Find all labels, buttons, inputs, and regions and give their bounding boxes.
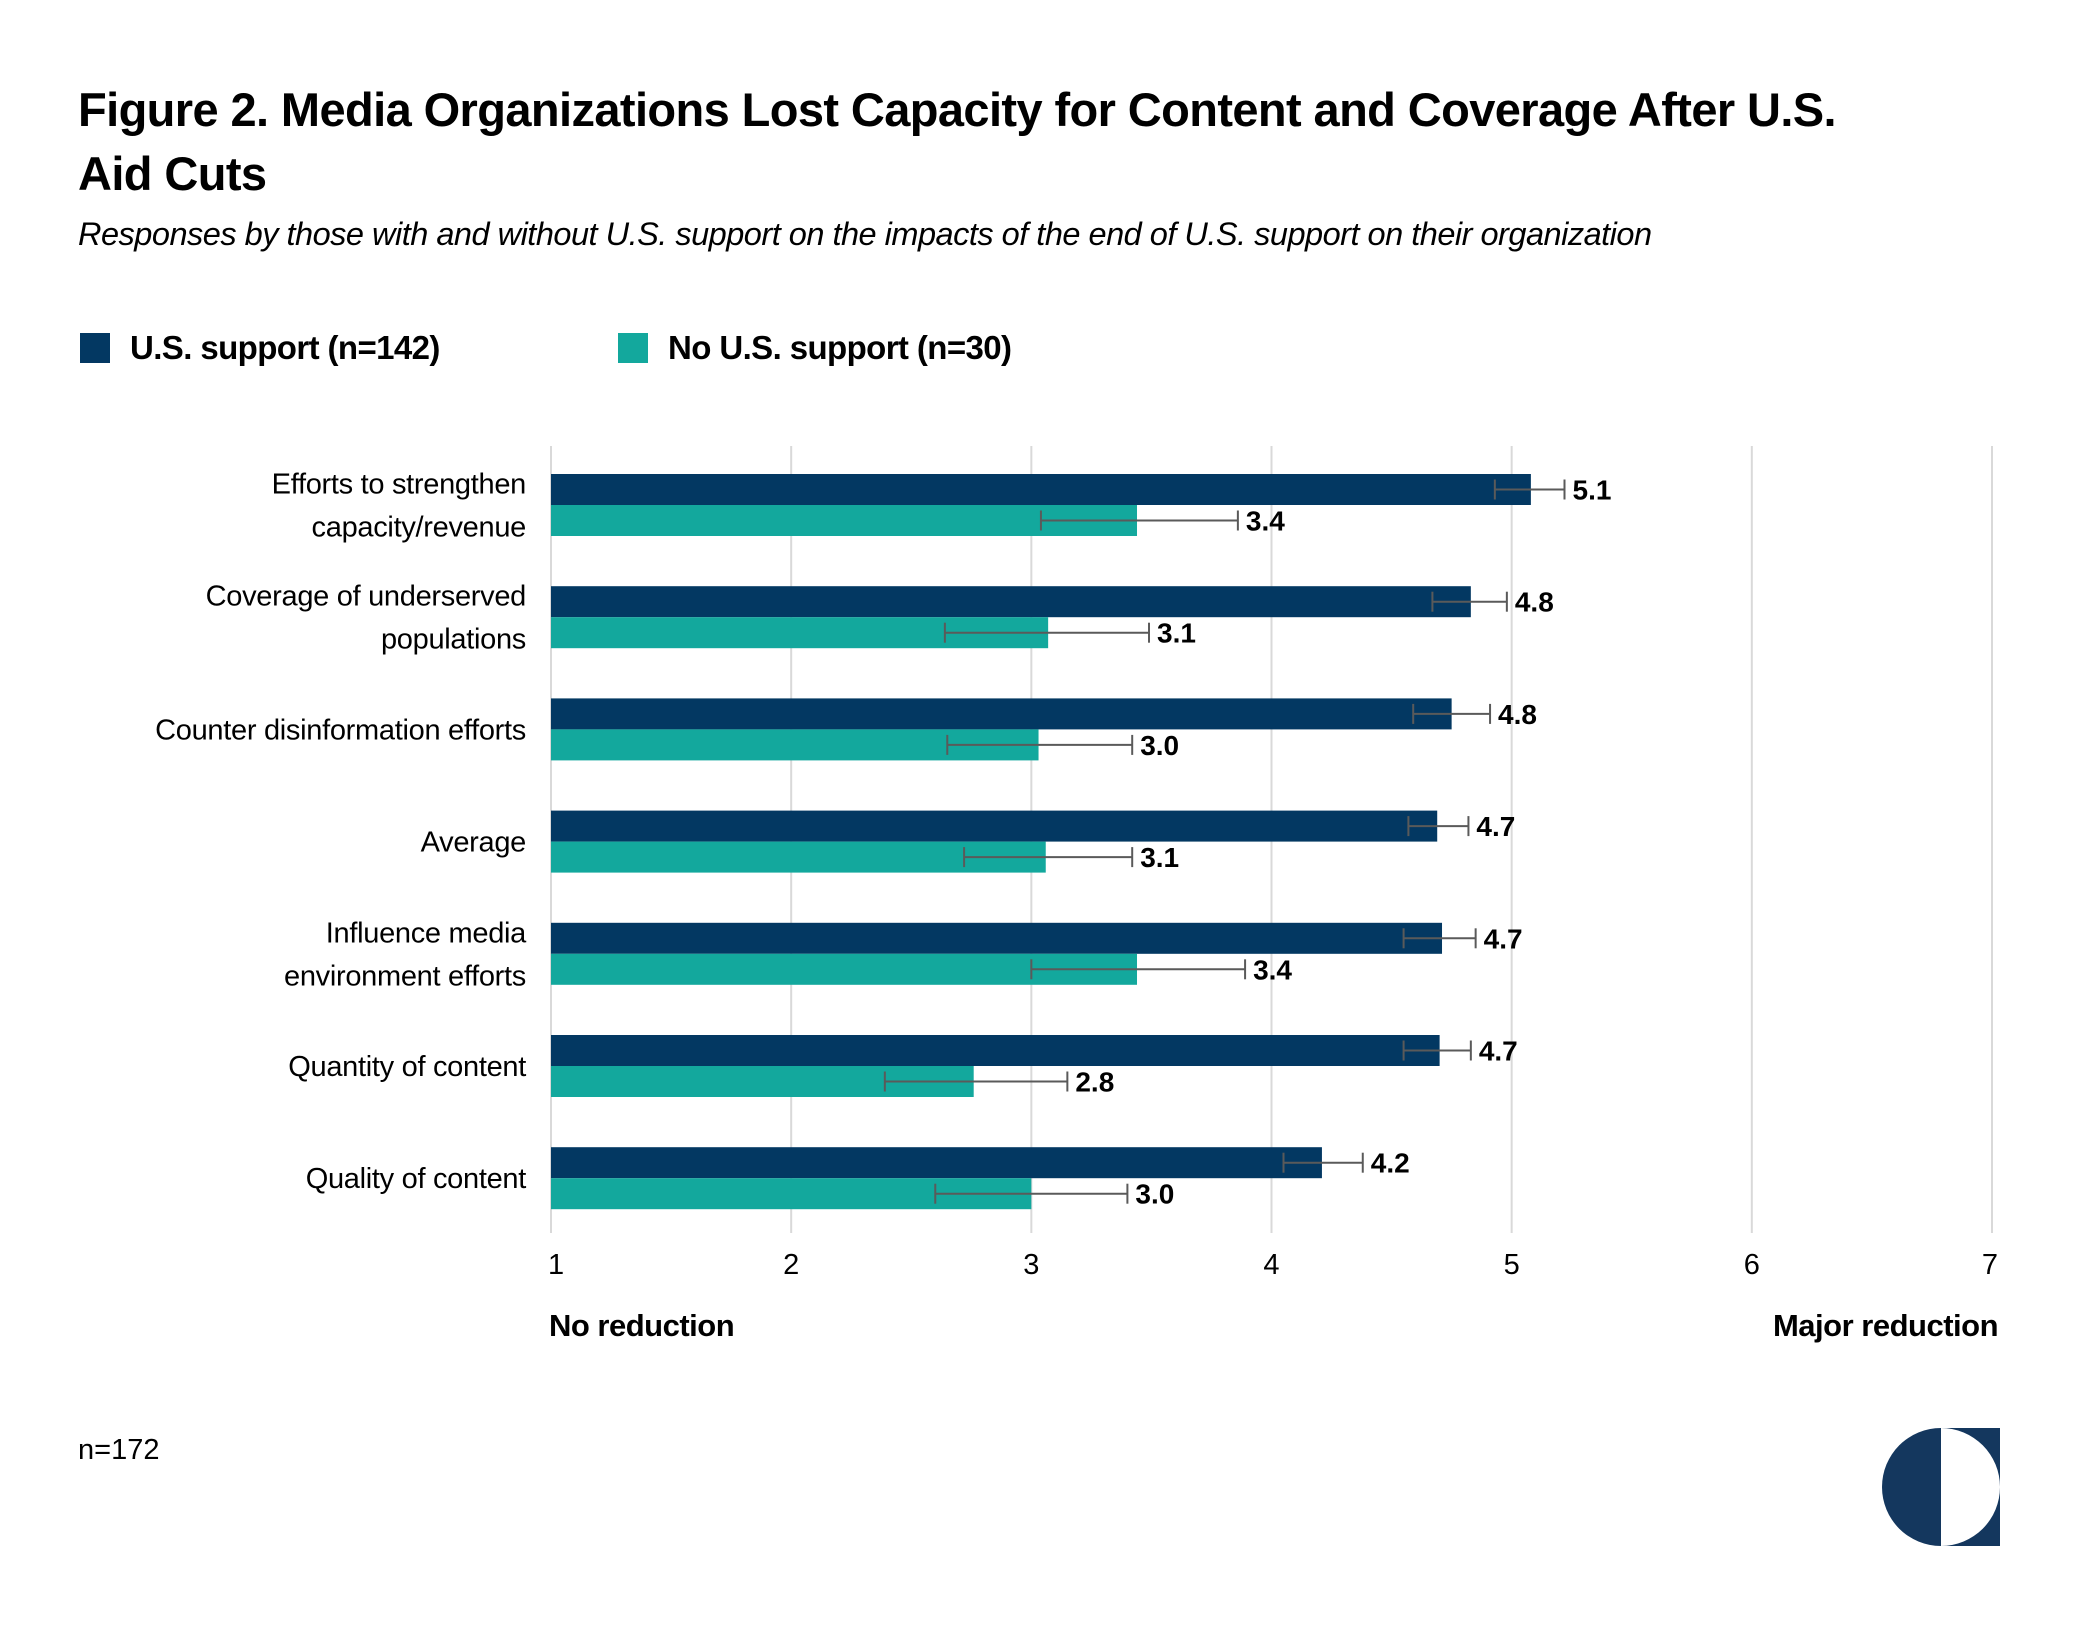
value-label: 3.1	[1140, 842, 1179, 873]
x-tick-label: 7	[1982, 1249, 1998, 1281]
error-bars	[883, 479, 1566, 1204]
error-bar	[1412, 703, 1492, 724]
x-tick-label: 3	[1023, 1249, 1039, 1281]
error-bar	[1282, 1152, 1364, 1173]
error-bar	[1493, 479, 1566, 500]
x-tick-label: 2	[783, 1249, 799, 1281]
value-label: 3.4	[1246, 506, 1285, 537]
footnote-sample-size: n=172	[78, 1434, 160, 1466]
value-label: 5.1	[1573, 475, 1612, 506]
chart-title: Figure 2. Media Organizations Lost Capac…	[78, 83, 1837, 200]
category-label: Counter disinformation efforts	[155, 714, 526, 746]
x-axis-max-label: Major reduction	[1773, 1308, 1998, 1343]
x-axis-min-label: No reduction	[549, 1308, 734, 1343]
value-label: 4.8	[1498, 699, 1537, 730]
value-label: 3.1	[1157, 618, 1196, 649]
chart-subtitle: Responses by those with and without U.S.…	[78, 216, 1652, 252]
logo-right-frame	[1941, 1428, 2000, 1546]
value-label: 4.8	[1515, 587, 1554, 618]
half-circle-logo-icon	[1882, 1428, 2000, 1546]
x-axis-ticks: 1 2 3 4 5 6 7	[548, 1249, 1998, 1281]
bar-us-support	[551, 810, 1438, 842]
category-label: Average	[421, 827, 526, 859]
value-label: 4.7	[1484, 923, 1523, 954]
error-bar	[934, 1183, 1129, 1204]
value-labels: 5.1 3.4 4.8 3.1 4.8 3.0 4.7 3.1 4.7 3.4 4.7 2.8 4.2 3…	[1075, 475, 1611, 1210]
value-label: 3.0	[1140, 730, 1179, 761]
bars	[551, 474, 1531, 1210]
bar-no-us-support	[551, 505, 1138, 536]
error-bar	[1402, 928, 1477, 949]
value-label: 3.4	[1253, 954, 1292, 985]
error-bar	[1402, 1040, 1472, 1061]
category-label: Efforts to strengthen capacity/revenue	[272, 469, 526, 544]
x-tick-label: 5	[1504, 1249, 1520, 1281]
legend-swatch-us-support	[80, 333, 110, 363]
legend-swatch-no-us-support	[618, 333, 648, 363]
category-label: Influence media environment efforts	[284, 917, 527, 992]
legend-label-us-support: U.S. support (n=142)	[130, 329, 440, 366]
bar-us-support	[551, 922, 1443, 954]
category-label: Quantity of content	[288, 1051, 526, 1083]
error-bar	[963, 847, 1134, 868]
category-labels: Efforts to strengthen capacity/revenue Cov…	[155, 469, 527, 1196]
category-label: Quality of content	[306, 1163, 527, 1195]
bar-us-support	[551, 698, 1452, 730]
value-label: 4.7	[1476, 811, 1515, 842]
bar-us-support	[551, 586, 1471, 618]
logo-left-half	[1882, 1428, 1941, 1546]
value-label: 3.0	[1135, 1179, 1174, 1210]
error-bar	[1030, 959, 1247, 980]
x-tick-label: 6	[1744, 1249, 1760, 1281]
value-label: 4.7	[1479, 1036, 1518, 1067]
legend-item-us-support: U.S. support (n=142)	[80, 328, 440, 368]
error-bar	[883, 1071, 1069, 1092]
error-bar	[1039, 510, 1239, 531]
value-label: 4.2	[1371, 1148, 1410, 1179]
error-bar	[1431, 591, 1508, 612]
error-bar	[943, 622, 1151, 643]
legend-item-no-us-support: No U.S. support (n=30)	[618, 328, 1012, 368]
x-tick-label: 1	[548, 1249, 564, 1281]
value-label: 2.8	[1075, 1067, 1114, 1098]
bar-us-support	[551, 474, 1531, 505]
x-tick-label: 4	[1263, 1249, 1279, 1281]
legend-label-no-us-support: No U.S. support (n=30)	[668, 329, 1012, 366]
error-bar	[946, 734, 1134, 755]
bar-us-support	[551, 1035, 1440, 1066]
bar-us-support	[551, 1147, 1322, 1179]
error-bar	[1407, 816, 1470, 837]
category-label: Coverage of underserved populations	[206, 581, 526, 656]
